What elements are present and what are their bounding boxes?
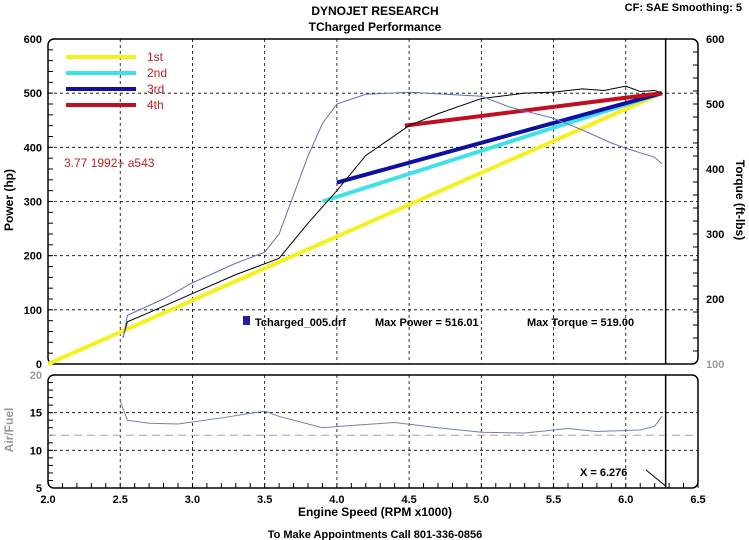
x-tick-label: 4.5 [401,494,416,506]
gear-line-3rd [336,91,663,185]
torque-axis-label: Torque (ft-lbs) [733,160,747,240]
max-power-label: Max Power = 516.01 [375,317,479,329]
gear-line-2nd [321,91,663,204]
power-tick-label: 300 [24,197,42,209]
afr-axis-label: Air/Fuel [2,408,16,453]
cursor-pointer [645,469,666,487]
x-tick-label: 4.0 [329,494,344,506]
max-torque-label: Max Torque = 519.00 [527,317,634,329]
footer-text: To Make Appointments Call 801-336-0856 [268,529,483,540]
run-file-label: Tcharged_005.drf [255,317,346,329]
x-tick-label: 3.0 [185,494,200,506]
power-tick-label: 200 [24,251,42,263]
series-power-line [122,85,663,338]
gear-line-1st [47,91,663,366]
x-tick-label: 6.5 [690,494,705,506]
chart-subtitle: TCharged Performance [309,20,442,34]
series-afr-line [119,401,663,434]
legend-label-2nd: 2nd [147,66,167,80]
afr-tick-label: 15 [30,408,42,420]
legend-label-3rd: 3rd [147,82,164,96]
torque-tick-label: 100 [706,359,724,371]
afr-tick-label: 5 [36,483,42,495]
x-tick-label: 2.5 [113,494,128,506]
x-tick-label: 3.5 [257,494,272,506]
x-tick-label: 2.0 [40,494,55,506]
run-color-swatch [243,316,250,325]
torque-tick-label: 400 [706,164,724,176]
settings-label: CF: SAE Smoothing: 5 [625,2,742,14]
power-tick-label: 400 [24,142,42,154]
x-tick-label: 5.0 [474,494,489,506]
torque-tick-label: 600 [706,34,724,46]
x-axis-label: Engine Speed (RPM x1000) [298,505,452,519]
power-tick-label: 600 [24,34,42,46]
x-tick-label: 5.5 [546,494,561,506]
chart-title: DYNOJET RESEARCH [311,4,438,18]
afr-tick-label: 20 [30,370,42,382]
annotation-text: 3.77 1992+ a543 [64,156,155,170]
torque-tick-label: 500 [706,99,724,111]
gear-line-4th [404,91,663,128]
legend-label-4th: 4th [147,98,164,112]
power-tick-label: 100 [24,305,42,317]
afr-tick-label: 10 [30,445,42,457]
cursor-label: X = 6.276 [580,467,627,479]
series-torque-line [122,91,663,339]
torque-tick-label: 200 [706,294,724,306]
torque-tick-label: 300 [706,229,724,241]
legend-label-1st: 1st [147,50,164,64]
power-tick-label: 500 [24,88,42,100]
x-tick-label: 6.0 [618,494,633,506]
afr-plot-frame [47,374,699,489]
power-axis-label: Power (hp) [2,169,16,231]
power-tick-label: 0 [36,359,42,371]
